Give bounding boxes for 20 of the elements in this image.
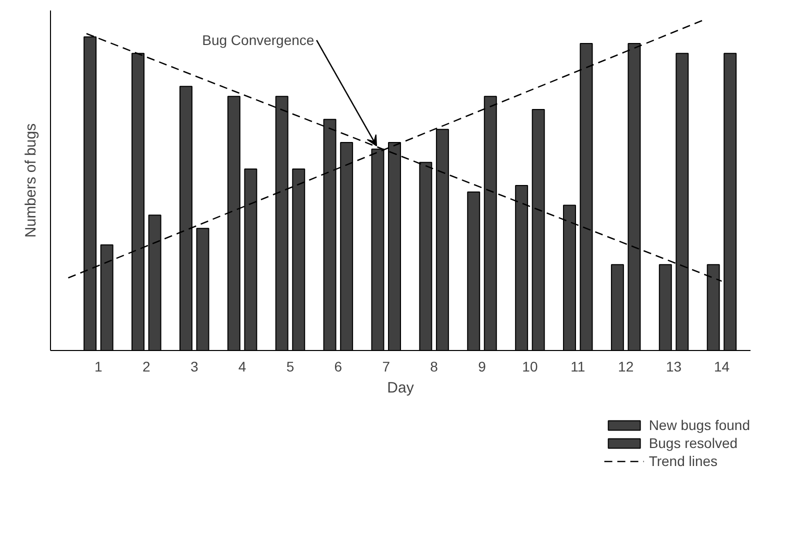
legend-label: New bugs found xyxy=(648,417,750,433)
x-tick-label: 10 xyxy=(522,358,538,374)
x-tick-label: 13 xyxy=(666,358,682,374)
annotation: Bug Convergence xyxy=(202,32,314,48)
x-tick-label: 3 xyxy=(190,358,198,374)
x-tick-label: 4 xyxy=(238,358,246,374)
x-tick-label: 11 xyxy=(570,358,586,374)
x-tick-label: 2 xyxy=(142,358,150,374)
legend-label: Trend lines xyxy=(648,453,718,469)
x-tick-label: 14 xyxy=(714,358,730,374)
x-tick-label: 6 xyxy=(334,358,342,374)
x-tick-label: 7 xyxy=(382,358,390,374)
x-tick-label: 12 xyxy=(618,358,634,374)
x-tick-label: 5 xyxy=(286,358,294,374)
legend-label: Bugs resolved xyxy=(648,435,738,451)
x-tick-label: 9 xyxy=(478,358,486,374)
x-axis-title: Day xyxy=(387,380,414,396)
x-tick-label: 8 xyxy=(430,358,438,374)
x-tick-label: 1 xyxy=(94,358,103,374)
y-axis-title: Numbers of bugs xyxy=(22,123,40,238)
